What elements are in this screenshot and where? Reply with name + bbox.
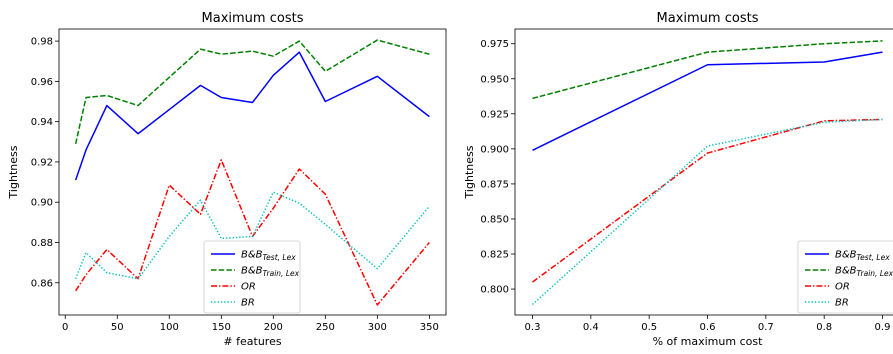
chart-1: Maximum costs 0 50 100 150 200 250 300 350 0.86 0.… bbox=[7, 11, 447, 348]
legend-label-3: OR bbox=[835, 282, 850, 293]
legend-label-1: B&BTest, Lex bbox=[835, 250, 890, 263]
x-axis-label: % of maximum cost bbox=[653, 335, 763, 348]
series-line-1 bbox=[74, 51, 430, 181]
legend-label-4: BR bbox=[835, 298, 849, 309]
chart-title: Maximum costs bbox=[657, 11, 759, 26]
series-line-2 bbox=[532, 40, 883, 100]
y-tick-label: 0.98 bbox=[31, 37, 53, 48]
legend-frame bbox=[203, 240, 301, 314]
y-axis-label: Tightness bbox=[463, 145, 476, 199]
x-tick-label: 0 bbox=[62, 322, 68, 333]
legend-label-4: BR bbox=[241, 298, 255, 309]
chart-title: Maximum costs bbox=[202, 11, 304, 26]
y-axis-label: Tightness bbox=[7, 145, 20, 199]
y-tick-label: 0.90 bbox=[31, 198, 53, 209]
y-tick-label: 0.950 bbox=[480, 74, 509, 85]
x-tick-label: 350 bbox=[420, 322, 439, 333]
legend-label-2: B&BTrain, Lex bbox=[241, 266, 300, 279]
series-line-2 bbox=[74, 39, 430, 144]
y-tick-label: 0.850 bbox=[480, 214, 509, 225]
x-tick-label: 0.5 bbox=[641, 322, 657, 333]
y-tick-label: 0.88 bbox=[31, 238, 53, 249]
x-tick-label: 0.4 bbox=[583, 322, 599, 333]
x-tick-label: 250 bbox=[316, 322, 335, 333]
x-tick-label: 0.7 bbox=[758, 322, 774, 333]
x-tick-label: 0.6 bbox=[700, 322, 716, 333]
x-axis-label: # features bbox=[223, 335, 281, 348]
series-line-3 bbox=[532, 118, 883, 283]
x-tick-label: 100 bbox=[160, 322, 179, 333]
y-tick-label: 0.875 bbox=[480, 179, 509, 190]
y-tick-label: 0.800 bbox=[480, 285, 509, 296]
plot-frame bbox=[514, 28, 893, 316]
y-tick-label: 0.92 bbox=[31, 157, 53, 168]
series-line-3 bbox=[75, 159, 430, 306]
x-tick-label: 0.8 bbox=[816, 322, 832, 333]
x-tick-label: 50 bbox=[111, 322, 124, 333]
legend-label-3: OR bbox=[241, 282, 256, 293]
y-tick-label: 0.900 bbox=[480, 144, 509, 155]
y-tick-label: 0.975 bbox=[480, 39, 509, 50]
y-tick-label: 0.925 bbox=[480, 109, 509, 120]
y-tick-label: 0.94 bbox=[31, 117, 53, 128]
plot-frame bbox=[58, 28, 447, 316]
legend-label-2: B&BTrain, Lex bbox=[835, 266, 893, 279]
x-tick-label: 0.9 bbox=[875, 322, 891, 333]
chart-2: Maximum costs 0.3 0.4 0.5 0.6 0.7 0.8 0.9 0.800 0… bbox=[463, 11, 893, 348]
legend-label-1: B&BTest, Lex bbox=[241, 250, 296, 263]
x-tick-label: 300 bbox=[368, 322, 387, 333]
legend: B&BTest, Lex B&BTrain, Lex OR BR bbox=[797, 240, 893, 314]
y-tick-label: 0.96 bbox=[31, 77, 53, 88]
y-tick-label: 0.825 bbox=[480, 250, 509, 261]
series-line-1 bbox=[532, 51, 883, 151]
series-line-4 bbox=[74, 191, 430, 280]
legend-frame bbox=[797, 240, 893, 314]
x-tick-label: 200 bbox=[264, 322, 283, 333]
legend: B&BTest, Lex B&BTrain, Lex OR BR bbox=[203, 240, 301, 314]
y-tick-label: 0.86 bbox=[31, 278, 53, 289]
x-tick-label: 150 bbox=[212, 322, 231, 333]
x-tick-label: 0.3 bbox=[525, 322, 541, 333]
